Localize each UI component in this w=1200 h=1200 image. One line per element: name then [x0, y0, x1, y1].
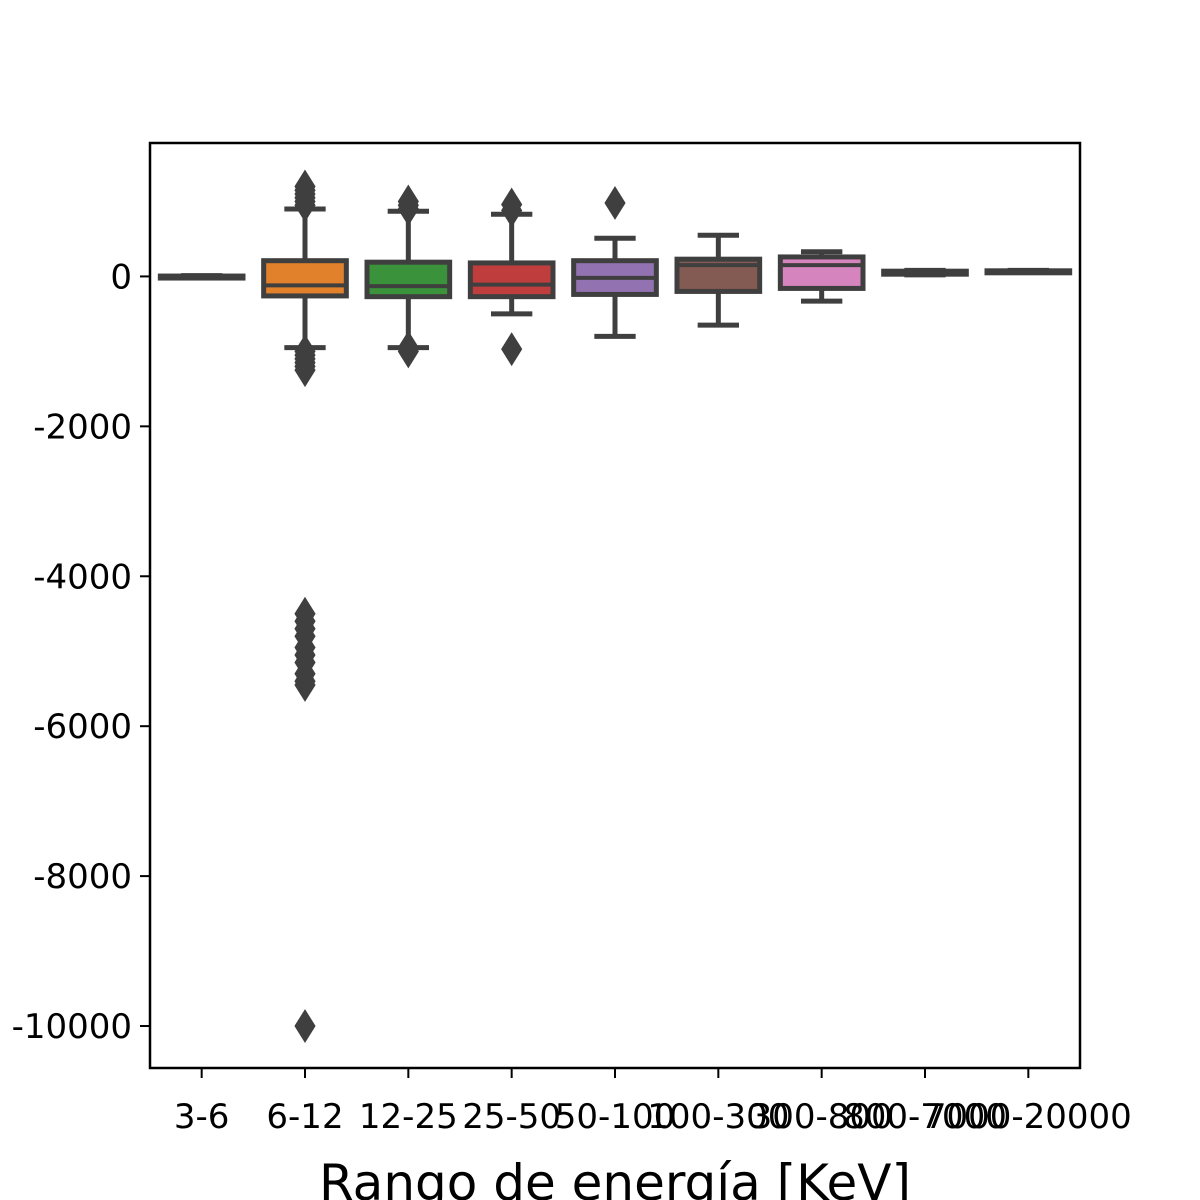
x-tick-label: 7000-20000	[925, 1097, 1132, 1137]
outlier-point	[604, 186, 626, 220]
y-tick-label: -10000	[12, 1007, 132, 1047]
plot-frame	[148, 141, 1082, 1070]
y-axis: 0 -2000 -4000 -6000 -8000 -10000	[12, 257, 150, 1047]
y-tick-label: -2000	[33, 407, 132, 447]
x-axis-title: Rango de energía [KeV]	[319, 1154, 911, 1200]
x-tick-label: 12-25	[359, 1097, 458, 1137]
x-tick-label: 25-50	[462, 1097, 561, 1137]
box-iqr	[467, 260, 556, 300]
y-tick-label: -6000	[33, 707, 132, 747]
outlier-point	[501, 187, 523, 222]
y-tick-label: 0	[110, 257, 132, 297]
x-tick-label: 800-7000	[843, 1097, 1007, 1137]
box-iqr	[261, 258, 349, 299]
outlier-point	[294, 353, 316, 388]
boxes-layer	[157, 169, 1073, 1043]
box-6-12	[261, 169, 349, 1043]
y-tick-label: -8000	[33, 857, 132, 897]
x-tick-label: 6-12	[266, 1097, 343, 1137]
box-800-7000	[881, 267, 969, 278]
x-tick-label: 3-6	[174, 1097, 230, 1137]
box-iqr	[777, 254, 866, 291]
box-100-300	[674, 232, 763, 328]
outlier-point	[294, 169, 316, 204]
x-tick-label: 100-300	[647, 1097, 789, 1137]
box-3-6	[157, 273, 246, 281]
x-tick-label: 50-100	[555, 1097, 675, 1137]
x-axis: 3-6 6-12 12-25 25-5050-100100-300300-800800…	[174, 1068, 1132, 1137]
box-12-25	[364, 184, 453, 369]
outlier-point	[294, 1009, 316, 1043]
box-7000-20000	[984, 267, 1073, 276]
box-iqr	[364, 259, 453, 300]
box-50-100	[571, 186, 659, 339]
box-300-800	[777, 249, 866, 304]
outlier-point	[501, 332, 523, 367]
y-tick-label: -4000	[33, 557, 132, 597]
outlier-point	[294, 668, 316, 702]
x-tick-label: 300-800	[751, 1097, 893, 1137]
outlier-point	[397, 334, 419, 369]
outlier-point	[397, 184, 419, 219]
box-25-50	[467, 187, 556, 367]
